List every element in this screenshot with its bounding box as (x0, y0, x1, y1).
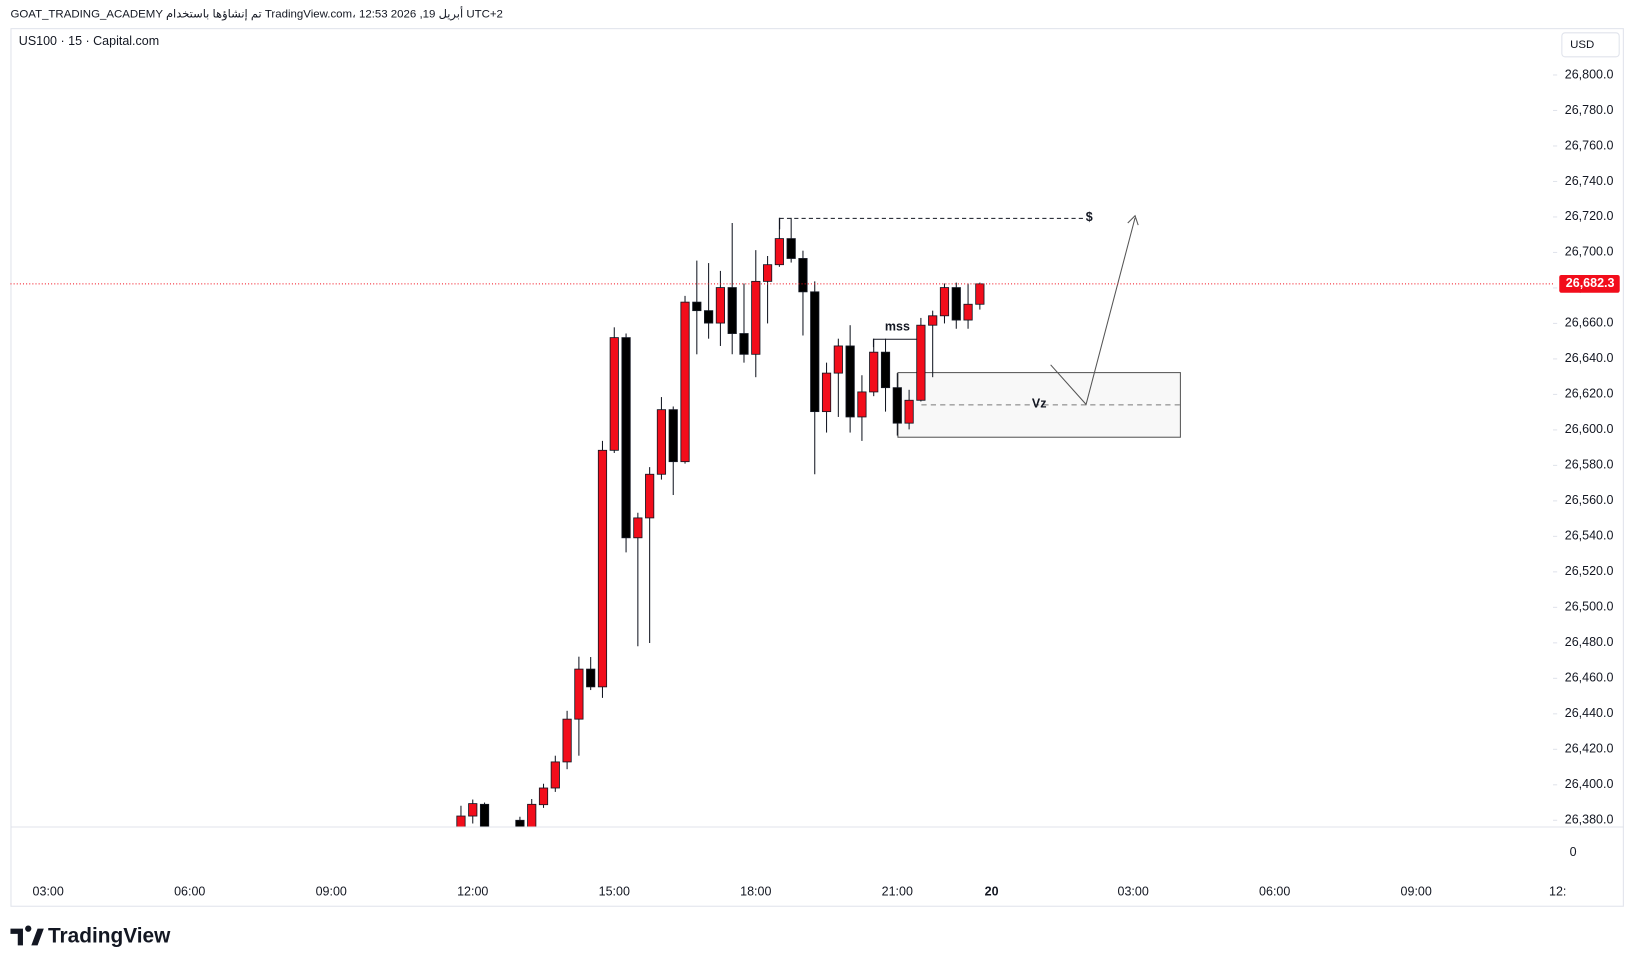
candle-body (975, 283, 985, 305)
candle-body (597, 449, 608, 688)
x-tick-label: 12: (1549, 884, 1566, 898)
last-price-label: 26,682.3 (1566, 276, 1615, 290)
y-tick-label: 26,540.0 (1565, 529, 1614, 543)
annotation: Vz (1032, 397, 1047, 411)
x-tick-label: 06:00 (174, 884, 205, 898)
x-tick-label: 06:00 (1259, 884, 1290, 898)
candle-body (951, 287, 961, 321)
y-tick-label: 26,480.0 (1565, 635, 1614, 649)
x-tick-label: 03:00 (1118, 884, 1149, 898)
x-tick-label: 20 (985, 884, 999, 898)
x-tick-label: 12:00 (457, 884, 488, 898)
y-tick-label: 26,620.0 (1565, 387, 1614, 401)
candle-body (645, 473, 655, 519)
currency-box[interactable] (1561, 32, 1620, 58)
candle-body (833, 345, 843, 374)
arrow-head (1127, 214, 1139, 226)
candle-body (869, 351, 879, 393)
x-tick-label: 09:00 (316, 884, 347, 898)
candle-body (550, 761, 560, 789)
candle-body (821, 372, 832, 413)
candle-body (562, 718, 572, 763)
candle-body (798, 258, 808, 293)
y-tick-label: 26,400.0 (1565, 777, 1614, 791)
candle-body (892, 387, 902, 424)
candle-body (574, 668, 584, 720)
candle-body (857, 391, 867, 418)
logo: TradingView (10, 924, 171, 947)
y-tick-label: 26,580.0 (1565, 458, 1614, 472)
candle-body (468, 803, 478, 817)
candle-body (928, 315, 938, 326)
candle-body (621, 337, 631, 539)
candle-body (751, 280, 761, 355)
y-tick-label: 26,500.0 (1565, 600, 1614, 614)
candle-body (668, 409, 678, 463)
y-tick-label: 26,720.0 (1565, 209, 1614, 223)
x-tick-label: 18:00 (740, 884, 771, 898)
y-tick-label: 26,380.0 (1565, 813, 1614, 827)
candle-body (586, 668, 596, 688)
candle-body (963, 303, 973, 321)
candle-body (609, 337, 619, 451)
candle-body (680, 301, 690, 463)
candle-body (939, 287, 950, 317)
candle-body (704, 310, 714, 324)
candle-body (715, 287, 725, 324)
y-tick-label: 26,740.0 (1565, 174, 1614, 188)
y-tick-label: 26,560.0 (1565, 493, 1614, 507)
candle-body (845, 345, 855, 418)
candle-body (786, 238, 796, 259)
candle-body (656, 409, 667, 475)
y-tick-label: 26,760.0 (1565, 138, 1614, 152)
annotation: mss (885, 320, 910, 334)
candle-body (456, 815, 466, 827)
projection-arrow (1050, 217, 1136, 406)
x-tick-label: 03:00 (33, 884, 64, 898)
header: GOAT_TRADING_ACADEMY تم إنشاؤها باستخدام… (10, 6, 502, 22)
candle-body (739, 333, 749, 355)
candle-body (774, 238, 784, 266)
y-tick-label: 26,420.0 (1565, 742, 1614, 756)
y-tick-label: 26,660.0 (1565, 316, 1614, 330)
frame (10, 28, 1624, 907)
candle-body (762, 264, 773, 282)
y-tick-label: 26,520.0 (1565, 564, 1614, 578)
y-tick-label: 26,800.0 (1565, 67, 1614, 81)
candle-body (904, 399, 914, 424)
brand: TradingView (48, 924, 171, 947)
candle-body (479, 803, 490, 827)
candle-body (880, 351, 891, 389)
last-price-box (1559, 274, 1620, 293)
y-tick-label: 26,640.0 (1565, 351, 1614, 365)
y-tick-label: 26,440.0 (1565, 706, 1614, 720)
y-tick-label: 26,460.0 (1565, 671, 1614, 685)
candle-body (633, 517, 643, 539)
currency[interactable]: USD (1570, 39, 1594, 51)
candle-body (538, 787, 549, 806)
y-tick-label: 26,600.0 (1565, 422, 1614, 436)
y-tick-label: 26,700.0 (1565, 245, 1614, 259)
candle-body (916, 324, 926, 401)
y-tick-label: 26,780.0 (1565, 103, 1614, 117)
volume-tick-label: 0 (1570, 845, 1577, 859)
symbol: US100 · 15 · Capital.com (19, 34, 159, 48)
candle-body (527, 803, 537, 827)
candle-body (515, 819, 525, 827)
logo-mark (10, 925, 44, 946)
candle-body (810, 291, 820, 413)
mss-line (872, 338, 922, 348)
candle-body (727, 287, 737, 334)
x-tick-label: 15:00 (599, 884, 630, 898)
plot (456, 214, 1181, 827)
x-tick-label: 09:00 (1401, 884, 1432, 898)
x-tick-label: 21:00 (882, 884, 913, 898)
annotation: $ (1086, 210, 1093, 224)
candle-body (692, 301, 702, 312)
